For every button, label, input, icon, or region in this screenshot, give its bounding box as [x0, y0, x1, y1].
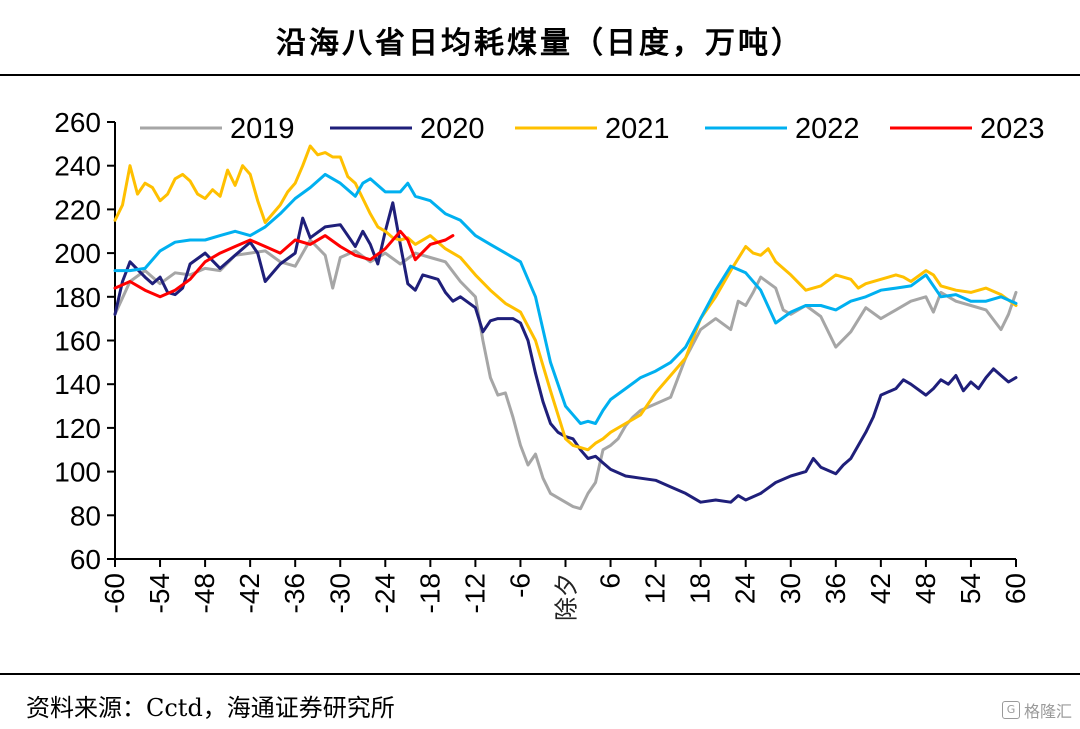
watermark-logo-icon: G	[1001, 701, 1020, 719]
y-tick-label: 60	[70, 544, 101, 575]
series-line-2023	[113, 229, 455, 299]
watermark-text: 格隆汇	[1023, 702, 1072, 721]
y-tick-label: 200	[54, 238, 101, 269]
x-tick-label: 6	[595, 573, 626, 589]
legend-label-2023: 2023	[980, 113, 1045, 145]
y-tick-label: 100	[54, 457, 101, 488]
x-tick-label: -36	[279, 573, 310, 613]
x-tick-label: 12	[640, 573, 671, 604]
series-line-2020	[113, 201, 1018, 504]
x-tick-label: -12	[459, 573, 490, 613]
x-tick-label: -24	[369, 573, 400, 613]
chart-title: 沿海八省日均耗煤量（日度，万吨）	[276, 26, 804, 61]
x-tick-label: -30	[324, 573, 355, 613]
y-tick-label: 140	[54, 369, 101, 400]
x-tick-label: 除夕	[554, 573, 581, 621]
chart-area: 60 80 100 120 140 160 180 200 220 240 260 -60 -54 -48…	[0, 78, 1080, 673]
x-tick-label: -42	[234, 573, 265, 613]
x-tick-label: 48	[910, 573, 941, 604]
x-tick-label: 18	[685, 573, 716, 604]
x-tick-label: -54	[144, 573, 175, 613]
y-tick-label: 160	[54, 326, 101, 357]
x-tick-label: 60	[1000, 573, 1031, 604]
series-line-2022	[113, 172, 1018, 425]
source-note: 资料来源：Cctd，海通证券研究所	[26, 694, 395, 722]
x-tick-label: -48	[189, 573, 220, 613]
y-tick-label: 220	[54, 194, 101, 225]
y-tick-label: 180	[54, 282, 101, 313]
y-tick-label: 80	[70, 500, 101, 531]
series-line-2021	[113, 144, 1018, 452]
x-tick-label: 54	[955, 573, 986, 604]
x-tick-label: 24	[730, 573, 761, 604]
legend-label-2019: 2019	[230, 113, 295, 145]
x-tick-label: -6	[504, 573, 535, 598]
legend-label-2020: 2020	[420, 113, 485, 145]
line-chart: 60 80 100 120 140 160 180 200 220 240 260 -60 -54 -48…	[54, 107, 1045, 621]
x-tick-label: -18	[414, 573, 445, 613]
title-bar: 沿海八省日均耗煤量（日度，万吨）	[0, 0, 1080, 76]
y-tick-label: 240	[54, 151, 101, 182]
x-tick-label: 30	[775, 573, 806, 604]
watermark: G 格隆汇	[1001, 698, 1072, 722]
x-tick-label: -60	[99, 573, 130, 613]
legend-label-2021: 2021	[605, 113, 670, 145]
y-tick-label: 260	[54, 107, 101, 138]
legend-label-2022: 2022	[795, 113, 860, 145]
y-tick-label: 120	[54, 413, 101, 444]
x-tick-label: 36	[820, 573, 851, 604]
x-tick-label: 42	[865, 573, 896, 604]
footer-divider	[0, 673, 1080, 675]
